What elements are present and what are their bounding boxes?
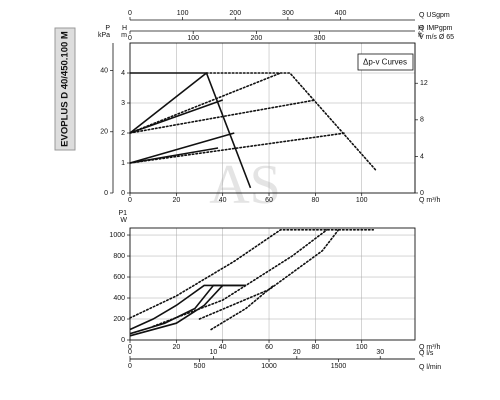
tick-label: 20 (172, 197, 180, 204)
tick-label: 4 (121, 70, 125, 77)
curve (129, 132, 347, 164)
legend-box (357, 53, 414, 71)
axis-label: V m/s Ø 65 (419, 34, 454, 41)
tick-label: 40 (219, 197, 227, 204)
tick-label: 1 (121, 160, 125, 167)
tick-label: 8 (420, 117, 424, 124)
tick-label: 1500 (331, 363, 347, 370)
axis-label: H (122, 25, 127, 32)
tick-label: 1000 (109, 232, 125, 239)
tick-label: 0 (104, 190, 108, 197)
plot-frame (129, 42, 416, 194)
curve (152, 228, 328, 328)
tick-label: 0 (128, 35, 132, 42)
tick-label: 300 (282, 10, 294, 17)
axis-label: P1 (118, 210, 127, 217)
curve (210, 284, 275, 331)
axis-label: Q l/min (419, 364, 441, 371)
tick-label: 0 (128, 344, 132, 351)
title-box (54, 27, 76, 151)
tick-label: 20 (100, 129, 108, 136)
product-title: EVOPLUS D 40/450.100 M (60, 31, 71, 147)
tick-label: 1000 (261, 363, 277, 370)
tick-label: 60 (265, 197, 273, 204)
tick-label: 30 (376, 349, 384, 356)
tick-label: 400 (113, 295, 125, 302)
tick-label: 100 (356, 197, 368, 204)
tick-label: 200 (113, 316, 125, 323)
tick-label: 10 (210, 349, 218, 356)
curve (129, 228, 375, 319)
tick-label: 40 (100, 67, 108, 74)
curve (129, 72, 282, 134)
legend-text: Δp-v Curves (363, 58, 407, 67)
tick-label: 80 (311, 344, 319, 351)
tick-label: 500 (194, 363, 206, 370)
axis-label: H (418, 25, 423, 32)
axis-label: Q m³/h (419, 344, 440, 351)
curve (129, 72, 207, 134)
tick-label: 0 (121, 337, 125, 344)
tick-label: 0 (128, 349, 132, 356)
curve (129, 132, 235, 164)
axis-label: P (105, 25, 110, 32)
tick-label: 20 (293, 349, 301, 356)
tick-label: 80 (311, 197, 319, 204)
curve (198, 228, 340, 320)
axis-label: Q USgpm (419, 12, 450, 19)
axis-label: m (121, 32, 127, 39)
tick-label: 200 (251, 35, 263, 42)
tick-label: 200 (229, 10, 241, 17)
tick-label: 12 (420, 80, 428, 87)
tick-label: 40 (219, 344, 227, 351)
tick-label: 4 (420, 153, 424, 160)
axis-label: kPa (98, 32, 110, 39)
tick-label: 60 (265, 344, 273, 351)
tick-label: 3 (121, 100, 125, 107)
curve (205, 72, 377, 171)
tick-label: 100 (187, 35, 199, 42)
curve (129, 284, 224, 337)
tick-label: 100 (356, 344, 368, 351)
tick-label: 0 (128, 197, 132, 204)
tick-label: 100 (177, 10, 189, 17)
tick-label: 800 (113, 253, 125, 260)
axis-label: Q l/s (419, 350, 434, 357)
tick-label: 20 (172, 344, 180, 351)
tick-label: 0 (420, 190, 424, 197)
tick-label: 2 (121, 130, 125, 137)
tick-label: 400 (335, 10, 347, 17)
plot-frame (129, 227, 416, 341)
axis-label: ft (418, 32, 422, 39)
tick-label: 0 (128, 363, 132, 370)
tick-label: 300 (314, 35, 326, 42)
tick-label: 0 (121, 190, 125, 197)
tick-label: 0 (128, 10, 132, 17)
axis-label: W (120, 217, 127, 224)
axis-label: Q m³/h (419, 197, 440, 204)
axis-label: Q IMPgpm (419, 25, 453, 32)
tick-label: 600 (113, 274, 125, 281)
curve (129, 99, 317, 134)
